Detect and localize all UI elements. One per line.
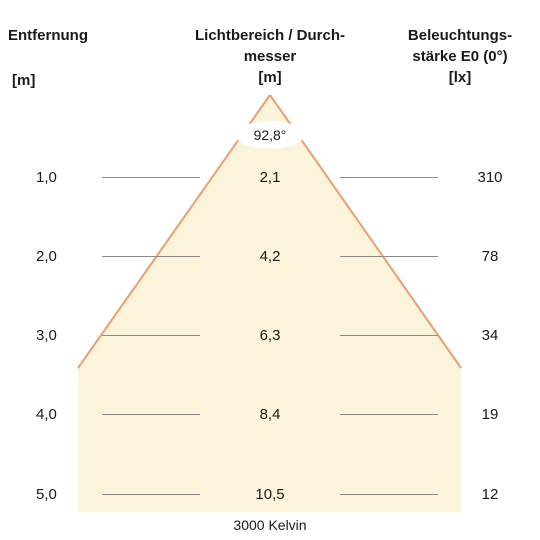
illuminance-header-title-line1: Beleuchtungs- xyxy=(407,27,513,44)
light-cone-fill xyxy=(78,95,461,512)
diameter-header: Lichtbereich / Durch- messer [m] xyxy=(180,25,360,88)
diameter-header-title-line2: messer xyxy=(243,48,297,65)
illuminance-value: 12 xyxy=(481,486,499,503)
row-guide-line-left xyxy=(102,494,200,495)
diameter-value: 8,4 xyxy=(259,406,281,423)
distance-header-title: Entfernung xyxy=(8,27,88,44)
angle-label-background xyxy=(236,121,304,149)
distance-value: 4,0 xyxy=(36,406,57,423)
diameter-value: 2,1 xyxy=(259,169,281,186)
illuminance-header-title-line2: stärke E0 (0°) xyxy=(412,48,508,65)
illuminance-value: 19 xyxy=(481,406,499,423)
diameter-header-title-line1: Lichtbereich / Durch- xyxy=(194,27,346,44)
beam-angle-label: 92,8° xyxy=(253,127,287,143)
diameter-header-unit: [m] xyxy=(258,69,282,86)
row-guide-line-left xyxy=(102,335,200,336)
distance-header: Entfernung [m] xyxy=(8,25,103,91)
color-temperature-caption: 3000 Kelvin xyxy=(233,517,307,533)
diameter-value: 10,5 xyxy=(255,486,285,503)
distance-value: 5,0 xyxy=(36,486,57,503)
illuminance-value: 78 xyxy=(481,248,499,265)
illuminance-header: Beleuchtungs- stärke E0 (0°) [lx] xyxy=(390,25,530,88)
row-guide-line-right xyxy=(340,256,438,257)
light-cone-right-edge xyxy=(269,94,462,369)
distance-value: 3,0 xyxy=(36,327,57,344)
illuminance-value: 34 xyxy=(481,327,499,344)
row-guide-line-right xyxy=(340,494,438,495)
illuminance-value: 310 xyxy=(477,169,503,186)
row-guide-line-left xyxy=(102,177,200,178)
row-guide-line-left xyxy=(102,256,200,257)
distance-value: 1,0 xyxy=(36,169,57,186)
diameter-value: 6,3 xyxy=(259,327,281,344)
row-guide-line-right xyxy=(340,335,438,336)
illuminance-header-unit: [lx] xyxy=(448,69,472,86)
row-guide-line-left xyxy=(102,414,200,415)
row-guide-line-right xyxy=(340,177,438,178)
diameter-value: 4,2 xyxy=(259,248,281,265)
light-cone-left-edge xyxy=(77,94,271,369)
row-guide-line-right xyxy=(340,414,438,415)
distance-value: 2,0 xyxy=(36,248,57,265)
distance-header-unit: [m] xyxy=(12,72,36,89)
